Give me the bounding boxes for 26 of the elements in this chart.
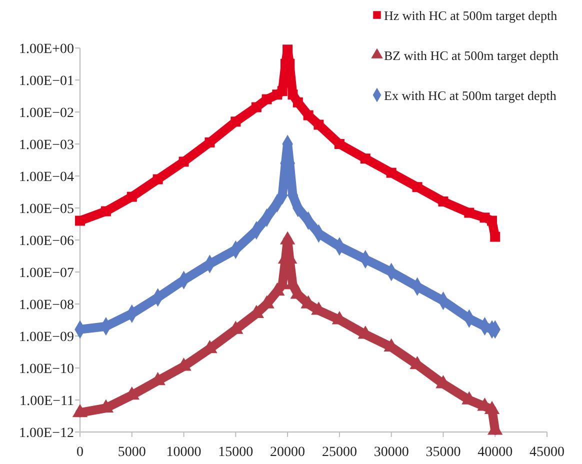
x-tick-label: 10000 [166,445,202,460]
y-tick-label: 1.00E−12 [19,426,74,441]
y-tick-label: 1.00E−02 [19,106,74,121]
y-tick-label: 1.00E−11 [20,394,74,409]
y-tick-label: 1.00E−04 [19,170,74,185]
y-tick-label: 1.00E−05 [19,202,74,217]
x-tick-label: 15000 [218,445,254,460]
y-tick-label: 1.00E−08 [19,298,74,313]
legend-label: Ex with HC at 500m target depth [384,88,557,103]
x-tick-label: 0 [76,445,84,460]
y-tick-label: 1.00E−06 [19,234,74,249]
x-tick-label: 35000 [426,445,461,460]
y-tick-label: 1.00E−03 [19,138,74,153]
y-tick-label: 1.00E−10 [19,362,74,377]
legend-label: BZ with HC at 500m target depth [384,48,560,63]
x-tick-label: 5000 [118,445,146,460]
x-tick-label: 40000 [478,445,513,460]
x-tick-label: 25000 [322,445,357,460]
y-tick-label: 1.00E−01 [19,74,74,89]
y-tick-label: 1.00E−07 [19,266,74,281]
x-tick-label: 45000 [530,445,564,460]
y-tick-label: 1.00E+00 [19,42,74,57]
y-tick-label: 1.00E−09 [19,330,74,345]
x-tick-label: 30000 [374,445,409,460]
x-tick-label: 20000 [270,445,306,460]
legend-label: Hz with HC at 500m target depth [384,8,558,23]
